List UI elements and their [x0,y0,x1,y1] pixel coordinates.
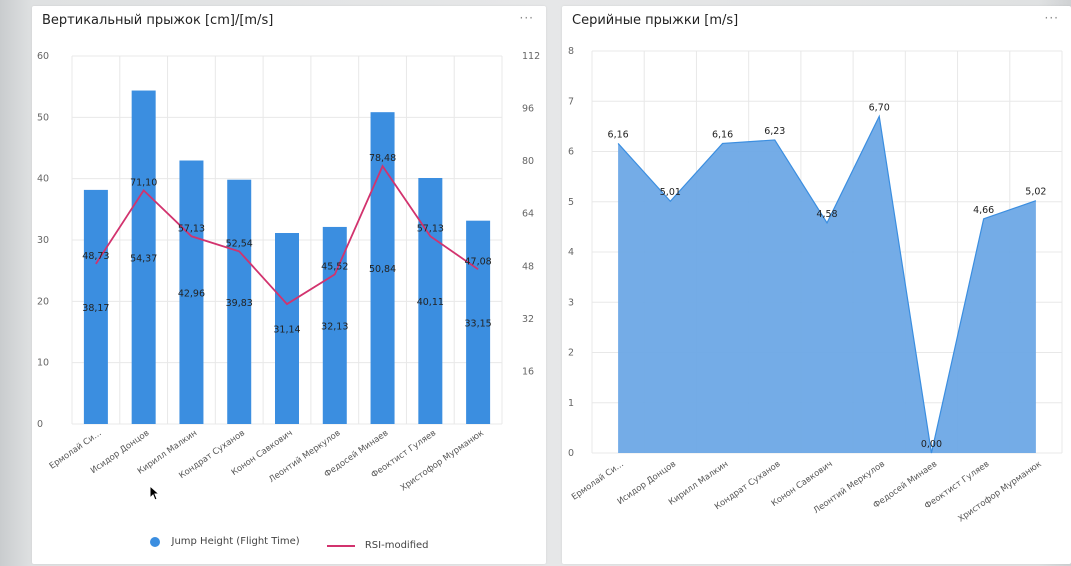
area-data-label: 6,16 [712,129,733,140]
y-tick-label: 0 [568,448,574,459]
vertical-jump-chart: 0 10 20 30 40 50 60 16 32 48 64 80 96 112 38,17 54,37 42… [37,51,540,493]
bar-data-label: 39,83 [226,298,253,309]
y-tick-label: 4 [568,247,574,258]
legend-item-bar[interactable]: Jump Height (Flight Time) [149,536,300,547]
series-jumps-chart: 0 1 2 3 4 5 6 7 8 6,16 5,01 6,16 6,23 4,58 6,70 0,00 4,6… [568,46,1063,524]
bar-data-label: 31,14 [273,325,300,336]
bar [179,160,204,424]
area-data-label: 6,70 [869,102,890,113]
panel-menu-button[interactable]: ··· [1044,11,1059,25]
vertical-jump-panel: Вертикальный прыжок [cm]/[m/s] ··· 0 10 20… [32,6,546,564]
bar [322,226,347,424]
y-tick-label: 2 [568,348,574,359]
line-data-label: 57,13 [178,223,205,234]
area-data-label: 5,01 [660,187,681,198]
line-data-label: 45,52 [321,261,348,272]
y-tick-label: 1 [568,398,574,409]
x-category-label: Ермолай Си… [570,459,626,502]
bar-data-label: 42,96 [178,288,205,299]
y-left-tick-label: 20 [37,296,49,307]
bar [275,233,299,424]
y-tick-label: 7 [568,96,574,107]
bar [418,177,443,424]
area-data-label: 6,16 [608,129,629,140]
bar-data-label: 40,11 [417,297,444,308]
legend-bar-label: Jump Height (Flight Time) [171,536,300,547]
area-data-label: 4,66 [973,205,994,216]
y-right-tick-label: 48 [522,261,534,272]
y-tick-label: 5 [568,197,574,208]
area-data-label: 6,23 [764,126,785,137]
legend-line-label: RSI-modified [364,540,429,551]
y-left-tick-label: 30 [37,235,49,246]
line-data-label: 52,54 [226,238,253,249]
bar [370,112,395,424]
y-left-tick-label: 60 [37,51,49,62]
y-right-tick-label: 32 [522,314,534,325]
line-data-label: 48,73 [82,251,109,262]
chart-legend: Jump Height (Flight Time) RSI-modified [32,536,546,551]
bar [466,220,491,424]
bar [83,189,108,424]
area-data-label: 5,02 [1025,187,1046,198]
rsi-line [95,164,479,306]
area-data-label: 4,58 [816,209,837,220]
y-right-tick-label: 96 [522,104,534,115]
line-data-label: 57,13 [417,223,444,234]
area-line [617,114,1037,454]
y-tick-label: 8 [568,46,574,57]
bar-data-label: 50,84 [369,264,396,275]
y-right-tick-label: 16 [522,366,534,377]
y-left-tick-label: 0 [37,419,43,430]
bar-data-label: 38,17 [82,303,109,314]
line-data-label: 47,08 [465,256,492,267]
bar-data-label: 33,15 [465,318,492,329]
x-category-label: Христофор Мурманюк [399,428,486,493]
line-data-label: 78,48 [369,153,396,164]
area-data-label: 0,00 [921,439,942,450]
x-category-label: Христофор Мурманюк [956,459,1043,524]
bar-data-label: 32,13 [321,321,348,332]
area-fill [618,116,1036,453]
y-right-tick-label: 80 [522,156,534,167]
y-right-tick-label: 64 [522,209,534,220]
panel-title: Серийные прыжки [m/s] [572,13,739,28]
y-tick-label: 6 [568,147,574,158]
legend-bar-marker [149,536,160,547]
y-tick-label: 3 [568,297,574,308]
y-left-tick-label: 10 [37,358,49,369]
legend-item-line[interactable]: RSI-modified [326,540,429,551]
series-jumps-panel: Серийные прыжки [m/s] ··· 0 1 2 3 4 5 6 7 8 6,16 5… [562,6,1071,564]
legend-line-marker [326,544,355,547]
y-right-tick-label: 112 [522,51,540,62]
line-data-label: 71,10 [130,177,157,188]
y-left-tick-label: 40 [37,174,49,185]
bar [131,90,156,424]
bar [227,179,252,424]
panel-menu-button[interactable]: ··· [519,11,534,25]
y-left-tick-label: 50 [37,112,49,123]
panel-title: Вертикальный прыжок [cm]/[m/s] [42,13,274,28]
bar-data-label: 54,37 [130,253,157,264]
